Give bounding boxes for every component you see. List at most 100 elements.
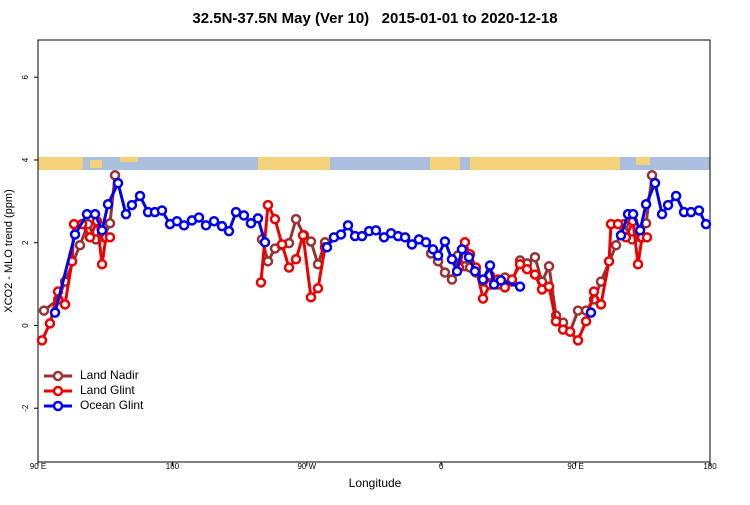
data-point — [439, 236, 451, 247]
data-point — [640, 198, 652, 210]
land-band — [38, 157, 83, 170]
x-tick-label: 90 E — [30, 462, 46, 471]
data-point — [297, 230, 309, 241]
data-point — [406, 239, 418, 250]
data-point — [451, 266, 463, 277]
data-point — [259, 237, 271, 248]
data-point — [89, 208, 101, 220]
data-point — [305, 236, 317, 247]
data-point — [529, 269, 541, 280]
land-band — [120, 157, 138, 162]
data-point — [420, 237, 432, 248]
data-point — [670, 190, 682, 202]
x-tick-label: 90 E — [567, 462, 583, 471]
data-point — [572, 335, 584, 346]
data-point — [627, 208, 639, 220]
data-point — [68, 218, 80, 230]
data-point — [693, 205, 705, 216]
y-tick-label: 6 — [21, 74, 30, 79]
plot-frame — [37, 39, 711, 463]
data-point — [126, 199, 138, 211]
data-point — [255, 277, 267, 288]
data-point — [104, 218, 116, 229]
data-point — [312, 282, 324, 294]
data-point — [104, 232, 116, 243]
legend-marker — [52, 400, 64, 412]
data-point — [610, 239, 622, 251]
data-point — [193, 212, 205, 223]
data-point — [342, 220, 354, 231]
data-point — [81, 208, 93, 220]
data-point — [456, 244, 468, 255]
data-point — [238, 210, 250, 221]
land-band — [470, 157, 620, 170]
data-point — [521, 263, 533, 275]
data-point — [120, 208, 132, 220]
data-point — [595, 299, 607, 310]
x-tick-label: 180 — [166, 462, 180, 471]
data-point — [283, 262, 295, 273]
data-point — [399, 232, 411, 243]
land-band — [636, 157, 650, 165]
data-point — [484, 260, 496, 271]
data-point — [134, 190, 146, 202]
data-point — [543, 281, 555, 292]
data-point — [208, 215, 220, 227]
data-point — [580, 316, 592, 327]
x-tick-label: 0 — [439, 462, 444, 471]
land-band — [430, 157, 460, 170]
data-point — [432, 250, 444, 261]
data-point — [656, 208, 668, 220]
data-point — [223, 225, 235, 237]
data-point — [615, 230, 627, 241]
legend-marker — [52, 385, 64, 397]
data-point — [585, 307, 597, 318]
land-ocean-strip — [38, 157, 710, 170]
data-point — [74, 239, 86, 251]
data-point — [550, 316, 562, 327]
y-tick-label: -2 — [21, 404, 30, 412]
data-point — [44, 318, 56, 329]
y-tick-label: 0 — [21, 323, 30, 328]
data-point — [36, 335, 48, 346]
chart-title: 32.5N-37.5N May (Ver 10) 2015-01-01 to 2… — [192, 10, 557, 27]
data-point — [463, 251, 475, 263]
data-point — [514, 258, 526, 270]
legend-marker — [52, 370, 64, 382]
data-point — [290, 213, 302, 225]
data-point — [477, 274, 489, 285]
land-band — [258, 157, 330, 170]
data-point — [262, 256, 274, 267]
data-point — [156, 205, 168, 216]
data-point — [588, 286, 600, 297]
data-point — [634, 225, 646, 236]
x-axis-label: Longitude — [349, 476, 402, 490]
data-point — [370, 225, 382, 236]
data-point — [603, 256, 615, 267]
data-point — [290, 254, 302, 265]
data-point — [49, 307, 61, 318]
data-point — [335, 229, 347, 240]
data-point — [641, 232, 653, 243]
legend-label: Land Glint — [80, 383, 135, 397]
legend-label: Land Nadir — [80, 368, 139, 382]
data-point — [514, 281, 526, 292]
x-tick-label: 90 W — [297, 462, 316, 471]
data-point — [543, 261, 555, 272]
data-point — [269, 213, 281, 225]
x-tick-label: 180 — [703, 462, 717, 471]
data-point — [446, 274, 458, 285]
legend-label: Ocean Glint — [80, 398, 144, 412]
data-point — [112, 177, 124, 189]
data-point — [178, 220, 190, 231]
data-point — [477, 293, 489, 304]
data-point — [276, 239, 288, 250]
data-point — [69, 229, 81, 240]
data-point — [439, 267, 451, 278]
land-band — [90, 160, 102, 168]
data-point — [305, 292, 317, 303]
data-point — [59, 299, 71, 310]
data-point — [632, 258, 644, 270]
data-point — [84, 232, 96, 243]
